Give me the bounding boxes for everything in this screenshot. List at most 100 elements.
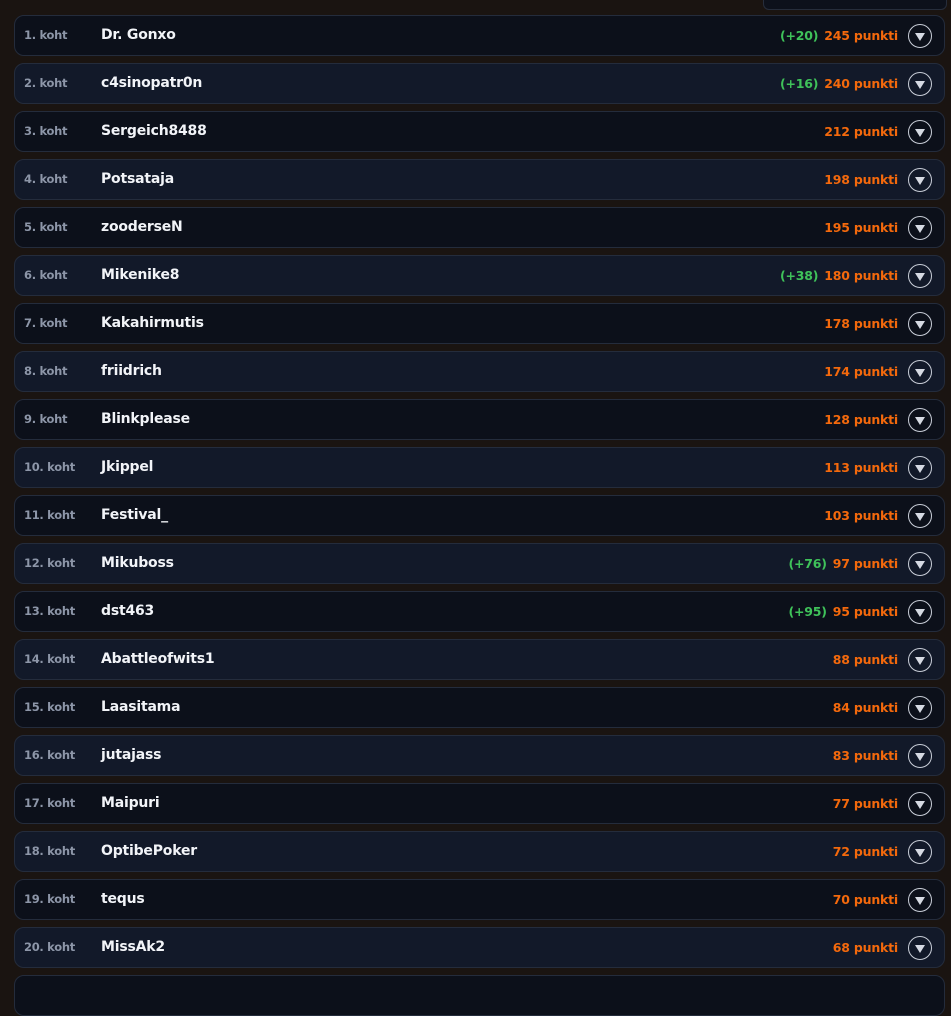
score-group: 103 punkti xyxy=(824,508,898,523)
chevron-down-icon xyxy=(915,801,925,809)
player-name: friidrich xyxy=(101,363,162,379)
score-group: 84 punkti xyxy=(833,700,898,715)
player-name: c4sinopatr0n xyxy=(101,75,203,91)
player-name: Maipuri xyxy=(101,795,160,811)
expand-button[interactable] xyxy=(908,120,932,144)
rank-label: 5. koht xyxy=(24,220,68,234)
expand-button[interactable] xyxy=(908,360,932,384)
expand-button[interactable] xyxy=(908,408,932,432)
player-name: Blinkplease xyxy=(101,411,190,427)
chevron-down-icon xyxy=(915,657,925,665)
rank-label: 14. koht xyxy=(24,652,75,666)
points-change: (+76) xyxy=(788,556,827,571)
player-name: jutajass xyxy=(101,747,162,763)
score-group: 77 punkti xyxy=(833,796,898,811)
expand-button[interactable] xyxy=(908,552,932,576)
expand-button[interactable] xyxy=(908,264,932,288)
score-group: 68 punkti xyxy=(833,940,898,955)
points-value: 97 punkti xyxy=(832,556,898,571)
leaderboard-row[interactable]: 19. koht tequs 70 punkti xyxy=(14,879,945,920)
leaderboard-row[interactable]: 14. koht Abattleofwits1 88 punkti xyxy=(14,639,945,680)
chevron-down-icon xyxy=(915,273,925,281)
chevron-down-icon xyxy=(915,897,925,905)
leaderboard-row[interactable]: 1. koht Dr. Gonxo (+20) 245 punkti xyxy=(14,15,945,56)
player-name: Kakahirmutis xyxy=(101,315,204,331)
expand-button[interactable] xyxy=(908,840,932,864)
expand-button[interactable] xyxy=(908,648,932,672)
player-name: Potsataja xyxy=(101,171,174,187)
score-group: 178 punkti xyxy=(824,316,898,331)
leaderboard-row[interactable]: 10. koht Jkippel 113 punkti xyxy=(14,447,945,488)
score-group: 174 punkti xyxy=(824,364,898,379)
score-group: (+20) 245 punkti xyxy=(780,28,898,43)
expand-button[interactable] xyxy=(908,696,932,720)
leaderboard-row[interactable]: 2. koht c4sinopatr0n (+16) 240 punkti xyxy=(14,63,945,104)
expand-button[interactable] xyxy=(908,792,932,816)
chevron-down-icon xyxy=(915,369,925,377)
leaderboard-row[interactable]: 12. koht Mikuboss (+76) 97 punkti xyxy=(14,543,945,584)
leaderboard-row[interactable]: 5. koht zooderseN 195 punkti xyxy=(14,207,945,248)
expand-button[interactable] xyxy=(908,888,932,912)
leaderboard-row[interactable]: 6. koht Mikenike8 (+38) 180 punkti xyxy=(14,255,945,296)
leaderboard-row[interactable]: 11. koht Festival_ 103 punkti xyxy=(14,495,945,536)
rank-label: 2. koht xyxy=(24,76,68,90)
chevron-down-icon xyxy=(915,945,925,953)
score-group: 128 punkti xyxy=(824,412,898,427)
chevron-down-icon xyxy=(915,561,925,569)
chevron-down-icon xyxy=(915,753,925,761)
points-change: (+38) xyxy=(779,268,819,283)
leaderboard-row[interactable]: 4. koht Potsataja 198 punkti xyxy=(14,159,945,200)
leaderboard-row[interactable]: 17. koht Maipuri 77 punkti xyxy=(14,783,945,824)
rank-label: 4. koht xyxy=(24,172,68,186)
expand-button[interactable] xyxy=(908,216,932,240)
expand-button[interactable] xyxy=(908,24,932,48)
expand-button[interactable] xyxy=(908,744,932,768)
points-value: 77 punkti xyxy=(832,796,898,811)
score-group: 72 punkti xyxy=(833,844,898,859)
chevron-down-icon xyxy=(915,129,925,137)
expand-button[interactable] xyxy=(908,600,932,624)
points-value: 88 punkti xyxy=(832,652,898,667)
leaderboard-row-partial xyxy=(14,975,945,1016)
points-change: (+20) xyxy=(779,28,819,43)
points-value: 180 punkti xyxy=(824,268,898,283)
leaderboard-row[interactable]: 3. koht Sergeich8488 212 punkti xyxy=(14,111,945,152)
player-name: Mikenike8 xyxy=(101,267,180,283)
player-name: Festival_ xyxy=(101,507,168,523)
points-value: 212 punkti xyxy=(824,124,898,139)
leaderboard-row[interactable]: 7. koht Kakahirmutis 178 punkti xyxy=(14,303,945,344)
score-group: 88 punkti xyxy=(833,652,898,667)
leaderboard-row[interactable]: 13. koht dst463 (+95) 95 punkti xyxy=(14,591,945,632)
score-group: (+95) 95 punkti xyxy=(788,604,898,619)
score-group: (+38) 180 punkti xyxy=(780,268,898,283)
points-value: 240 punkti xyxy=(824,76,898,91)
leaderboard-row[interactable]: 20. koht MissAk2 68 punkti xyxy=(14,927,945,968)
expand-button[interactable] xyxy=(908,312,932,336)
points-value: 95 punkti xyxy=(832,604,898,619)
expand-button[interactable] xyxy=(908,504,932,528)
leaderboard-row[interactable]: 15. koht Laasitama 84 punkti xyxy=(14,687,945,728)
player-name: OptibePoker xyxy=(101,843,197,859)
rank-label: 13. koht xyxy=(24,604,75,618)
score-group: 113 punkti xyxy=(824,460,898,475)
rank-label: 3. koht xyxy=(24,124,68,138)
rank-label: 8. koht xyxy=(24,364,68,378)
expand-button[interactable] xyxy=(908,168,932,192)
points-value: 83 punkti xyxy=(832,748,898,763)
rank-label: 18. koht xyxy=(24,844,75,858)
leaderboard-row[interactable]: 9. koht Blinkplease 128 punkti xyxy=(14,399,945,440)
rank-label: 15. koht xyxy=(24,700,75,714)
points-value: 68 punkti xyxy=(832,940,898,955)
points-value: 113 punkti xyxy=(824,460,898,475)
expand-button[interactable] xyxy=(908,456,932,480)
expand-button[interactable] xyxy=(908,72,932,96)
points-value: 198 punkti xyxy=(824,172,898,187)
player-name: dst463 xyxy=(101,603,155,619)
expand-button[interactable] xyxy=(908,936,932,960)
points-value: 128 punkti xyxy=(824,412,898,427)
leaderboard-row[interactable]: 18. koht OptibePoker 72 punkti xyxy=(14,831,945,872)
score-group: (+16) 240 punkti xyxy=(780,76,898,91)
rank-label: 7. koht xyxy=(24,316,68,330)
leaderboard-row[interactable]: 16. koht jutajass 83 punkti xyxy=(14,735,945,776)
leaderboard-row[interactable]: 8. koht friidrich 174 punkti xyxy=(14,351,945,392)
